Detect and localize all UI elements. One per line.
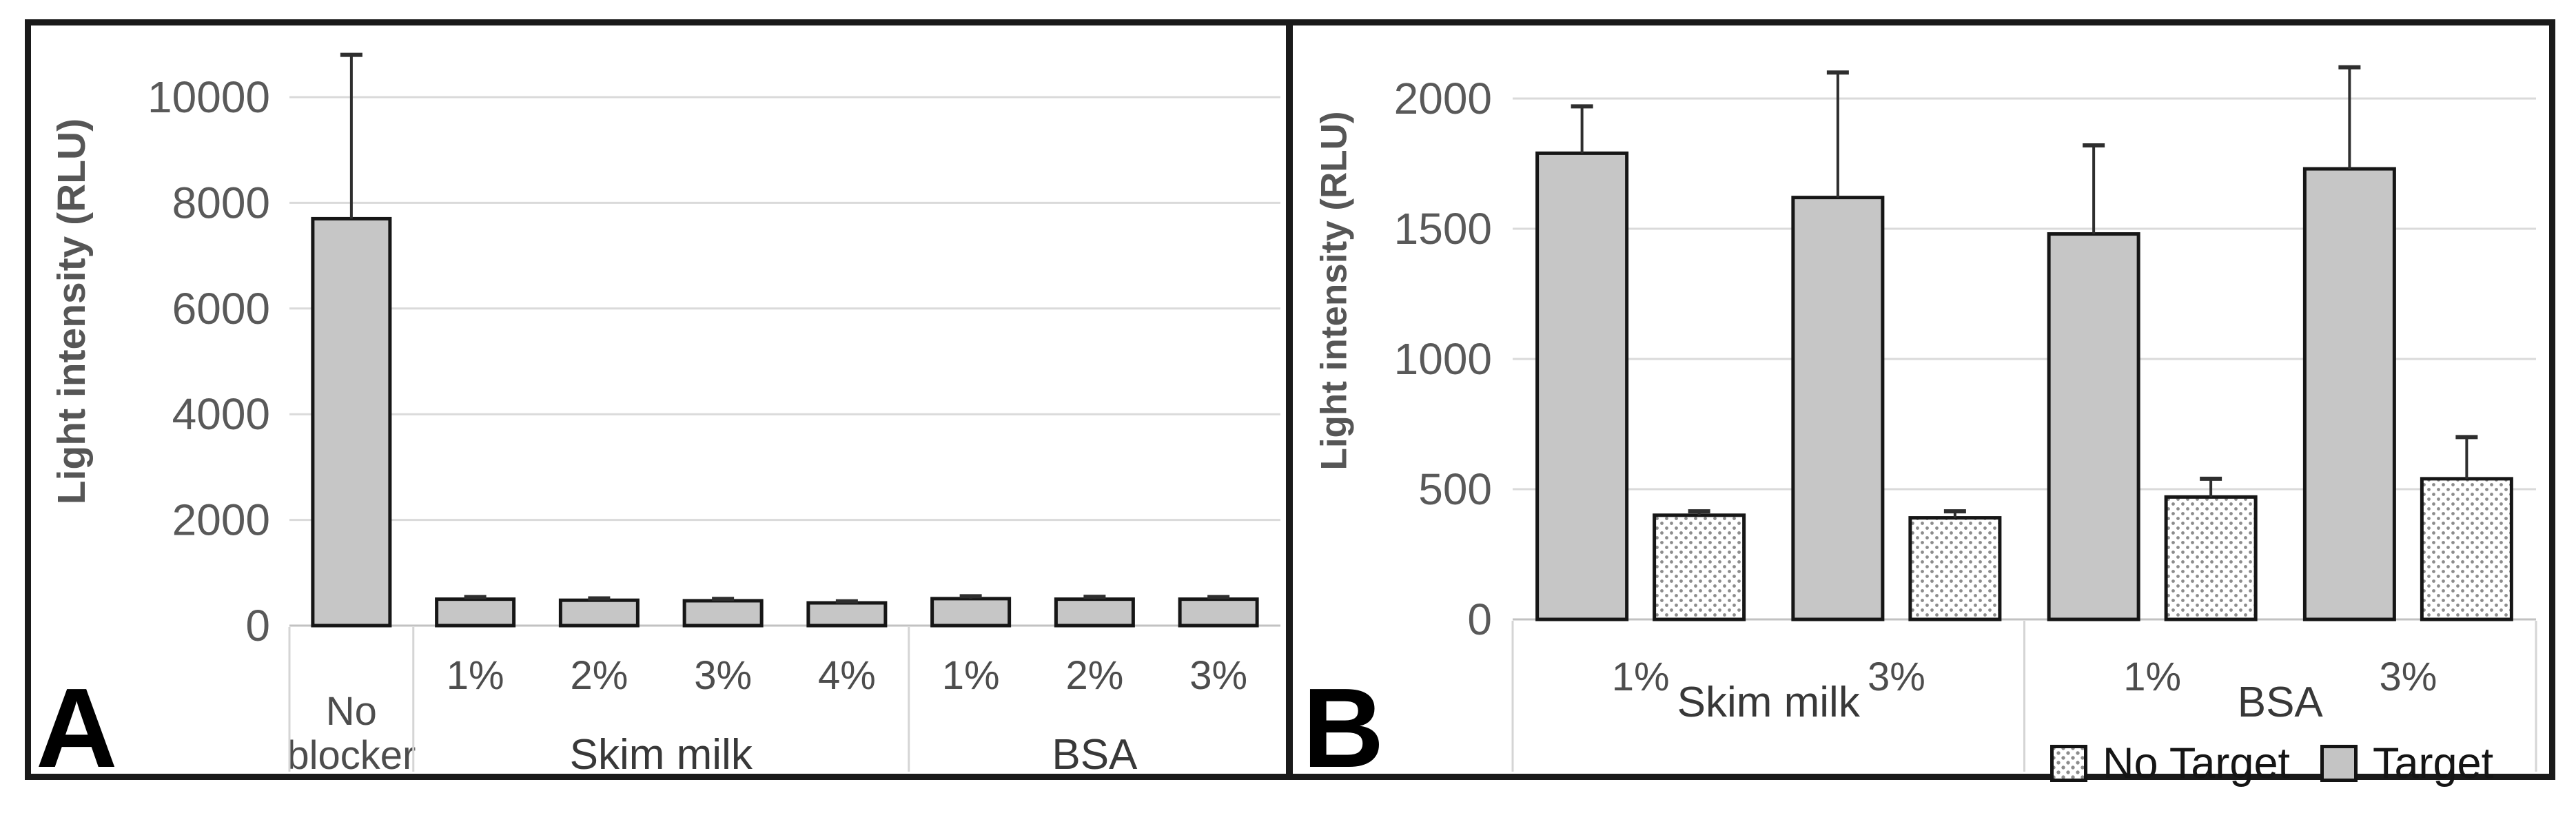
bar-target-bsa-3- xyxy=(2302,167,2396,621)
legend: No Target Target xyxy=(2050,739,2493,788)
y-tick-label: 500 xyxy=(1418,464,1492,514)
y-tick-label: 2000 xyxy=(172,495,270,545)
bar-no-target-skim-milk-1- xyxy=(1653,513,1746,621)
legend-label: Target xyxy=(2373,739,2494,788)
legend-swatch-no-target xyxy=(2050,745,2087,782)
y-tick-label: 2000 xyxy=(1394,74,1492,123)
y-tick-label: 8000 xyxy=(172,178,270,227)
y-tick-label: 1500 xyxy=(1394,204,1492,254)
group-label-line: No xyxy=(326,689,377,734)
bar-bsa-1- xyxy=(930,597,1012,628)
bar-bsa-2- xyxy=(1054,597,1135,628)
legend-item-no-target: No Target xyxy=(2050,739,2290,788)
bar-skim-milk-4- xyxy=(806,601,888,628)
panel-divider xyxy=(1286,19,1293,780)
bar-bsa-3- xyxy=(1178,597,1259,628)
y-tick-label: 1000 xyxy=(1394,334,1492,384)
panel-b-letter: B xyxy=(1302,665,1384,791)
bar-no-target-skim-milk-3- xyxy=(1908,516,2002,621)
y-tick-label: 4000 xyxy=(172,389,270,439)
legend-item-target: Target xyxy=(2320,739,2493,788)
group-label: Skim milk xyxy=(570,731,753,779)
category-label: 2% xyxy=(570,653,628,698)
group-label-line: blocker xyxy=(287,733,416,778)
category-label: 1% xyxy=(942,653,1000,698)
category-label: 1% xyxy=(2123,655,2181,699)
group-label: Skim milk xyxy=(1677,679,1861,726)
y-tick-label: 0 xyxy=(245,601,270,650)
bar-no-target-bsa-1- xyxy=(2164,495,2258,621)
category-label: 4% xyxy=(818,653,876,698)
panel-a-letter: A xyxy=(36,665,117,791)
y-tick-label: 10000 xyxy=(147,72,270,122)
bar-target-skim-milk-3- xyxy=(1791,196,1885,621)
category-label: 3% xyxy=(694,653,752,698)
panel-b-y-axis-title: Light intensity (RLU) xyxy=(1313,111,1355,471)
group-label: BSA xyxy=(2238,679,2324,726)
group-label: BSA xyxy=(1052,731,1138,779)
legend-swatch-target xyxy=(2320,745,2358,782)
bar-target-skim-milk-1- xyxy=(1535,151,1629,621)
category-label: 3% xyxy=(1868,655,1925,699)
bar-no-blocker-single xyxy=(311,216,392,628)
bar-skim-milk-3- xyxy=(682,599,764,628)
legend-label: No Target xyxy=(2103,739,2290,788)
bar-no-target-bsa-3- xyxy=(2420,477,2513,621)
category-label: 1% xyxy=(447,653,504,698)
category-label: 2% xyxy=(1065,653,1123,698)
bar-skim-milk-1- xyxy=(435,597,516,628)
category-label: 3% xyxy=(1189,653,1247,698)
category-label: 1% xyxy=(1612,655,1670,699)
bar-target-bsa-1- xyxy=(2047,232,2140,621)
bar-skim-milk-2- xyxy=(558,598,640,628)
panel-a-y-axis-title: Light intensity (RLU) xyxy=(50,118,94,505)
category-label: 3% xyxy=(2379,655,2437,699)
y-tick-label: 6000 xyxy=(172,284,270,333)
y-tick-label: 0 xyxy=(1467,595,1492,644)
